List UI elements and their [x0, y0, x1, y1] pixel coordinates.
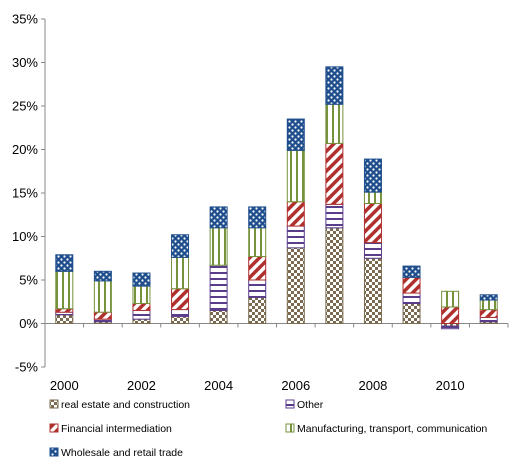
y-tick-label: 10% [12, 229, 38, 244]
bar-segment [441, 306, 460, 325]
bar-segment [248, 296, 267, 324]
bar-segment [171, 256, 190, 290]
bar-stack [93, 270, 112, 325]
x-tick-label: 2010 [436, 378, 465, 393]
bar-segment [248, 227, 267, 258]
bar-segment [248, 279, 267, 298]
y-tick-label: 5% [19, 273, 38, 288]
bar-stack [55, 254, 74, 324]
bar-segment [55, 270, 74, 310]
bar-segment [441, 325, 460, 330]
bar-segment [286, 201, 305, 227]
bar-segment [479, 299, 498, 311]
bar-segment [325, 142, 344, 205]
legend-item: real estate and construction [49, 399, 190, 411]
legend-swatch [49, 423, 59, 433]
y-tick-label: 25% [12, 99, 38, 114]
legend-label: real estate and construction [61, 399, 190, 411]
bar-segment [325, 103, 344, 144]
legend-item: Wholesale and retail trade [49, 447, 183, 459]
y-tick-label: 30% [12, 55, 38, 70]
y-tick-label: -5% [15, 360, 39, 375]
bar-segment [325, 227, 344, 324]
bar-stack [286, 118, 305, 324]
bar-stack [402, 265, 421, 324]
bar-segment [209, 309, 228, 325]
legend-label: Manufacturing, transport, communication [297, 423, 487, 435]
bar-segment [171, 288, 190, 311]
bar-segment [402, 276, 421, 294]
bar-segment [479, 309, 498, 318]
bar-stack [171, 234, 190, 325]
bar-stack [479, 294, 498, 325]
bar-segment [171, 316, 190, 325]
y-tick-label: 15% [12, 186, 38, 201]
bar-segment [402, 302, 421, 324]
bar-segment [441, 290, 460, 308]
bar-segment [171, 309, 190, 318]
bar-segment [479, 316, 498, 323]
bar-segment [402, 265, 421, 278]
bar-segment [363, 158, 382, 193]
legend-swatch [49, 447, 59, 457]
bar-stack [325, 66, 344, 324]
bar-segment [55, 308, 74, 313]
bar-segment [363, 257, 382, 324]
x-tick-label: 2002 [127, 378, 156, 393]
bar-stack [363, 158, 382, 324]
bar-segment [132, 285, 151, 304]
bar-segment [363, 202, 382, 244]
x-axis: 2000 2002 2004 2006 2008 2010 [44, 323, 509, 393]
bar-segment [93, 270, 112, 282]
bar-stack [441, 290, 460, 330]
bar-segment [93, 311, 112, 320]
bars [55, 66, 498, 330]
legend-item: Other [285, 399, 324, 411]
bar-segment [132, 318, 151, 324]
legend-item: Financial intermediation [49, 423, 172, 435]
y-tick-label: 35% [12, 12, 38, 27]
bar-stack [248, 206, 267, 324]
bar-segment [132, 302, 151, 311]
legend-swatch [285, 399, 295, 409]
legend-label: Financial intermediation [61, 423, 172, 435]
bar-segment [479, 294, 498, 301]
legend-item: Manufacturing, transport, communication [285, 423, 487, 435]
bar-segment [209, 264, 228, 311]
legend-label: Other [297, 399, 324, 411]
bar-segment [363, 242, 382, 259]
bar-stack [132, 272, 151, 324]
bar-segment [248, 256, 267, 281]
bar-stack [209, 206, 228, 325]
x-tick-label: 2000 [50, 378, 79, 393]
legend-swatch [285, 423, 295, 433]
y-tick-label: 0% [19, 316, 38, 331]
bar-segment [171, 234, 190, 258]
legend-label: Wholesale and retail trade [61, 447, 183, 459]
bar-segment [325, 66, 344, 105]
bar-segment [209, 206, 228, 229]
bar-segment [363, 191, 382, 204]
y-tick-label: 20% [12, 142, 38, 157]
bar-segment [248, 206, 267, 229]
bar-segment [93, 280, 112, 313]
bar-segment [286, 149, 305, 203]
x-tick-label: 2008 [358, 378, 387, 393]
x-tick-label: 2004 [204, 378, 233, 393]
bar-segment [55, 314, 74, 324]
bar-segment [209, 227, 228, 266]
x-tick-label: 2006 [281, 378, 310, 393]
bar-segment [132, 272, 151, 287]
legend-swatch [49, 399, 59, 409]
bar-segment [286, 247, 305, 324]
bar-segment [286, 225, 305, 249]
bar-segment [286, 118, 305, 151]
bar-segment [325, 203, 344, 229]
bar-segment [132, 309, 151, 320]
bar-segment [402, 292, 421, 304]
legend: real estate and construction Other Financi… [49, 399, 487, 459]
bar-segment [55, 254, 74, 272]
y-axis: -5% 0% 5% 10% 15% 20% 25% 30% 35% [12, 12, 46, 375]
